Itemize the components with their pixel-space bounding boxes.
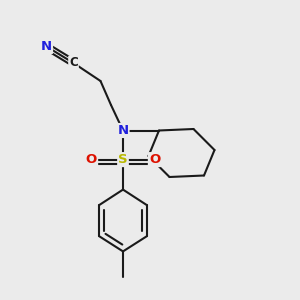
Text: S: S: [118, 153, 128, 166]
Text: C: C: [69, 56, 78, 70]
Text: N: N: [41, 40, 52, 53]
Text: N: N: [117, 124, 129, 137]
Text: O: O: [86, 153, 97, 166]
Text: O: O: [149, 153, 160, 166]
